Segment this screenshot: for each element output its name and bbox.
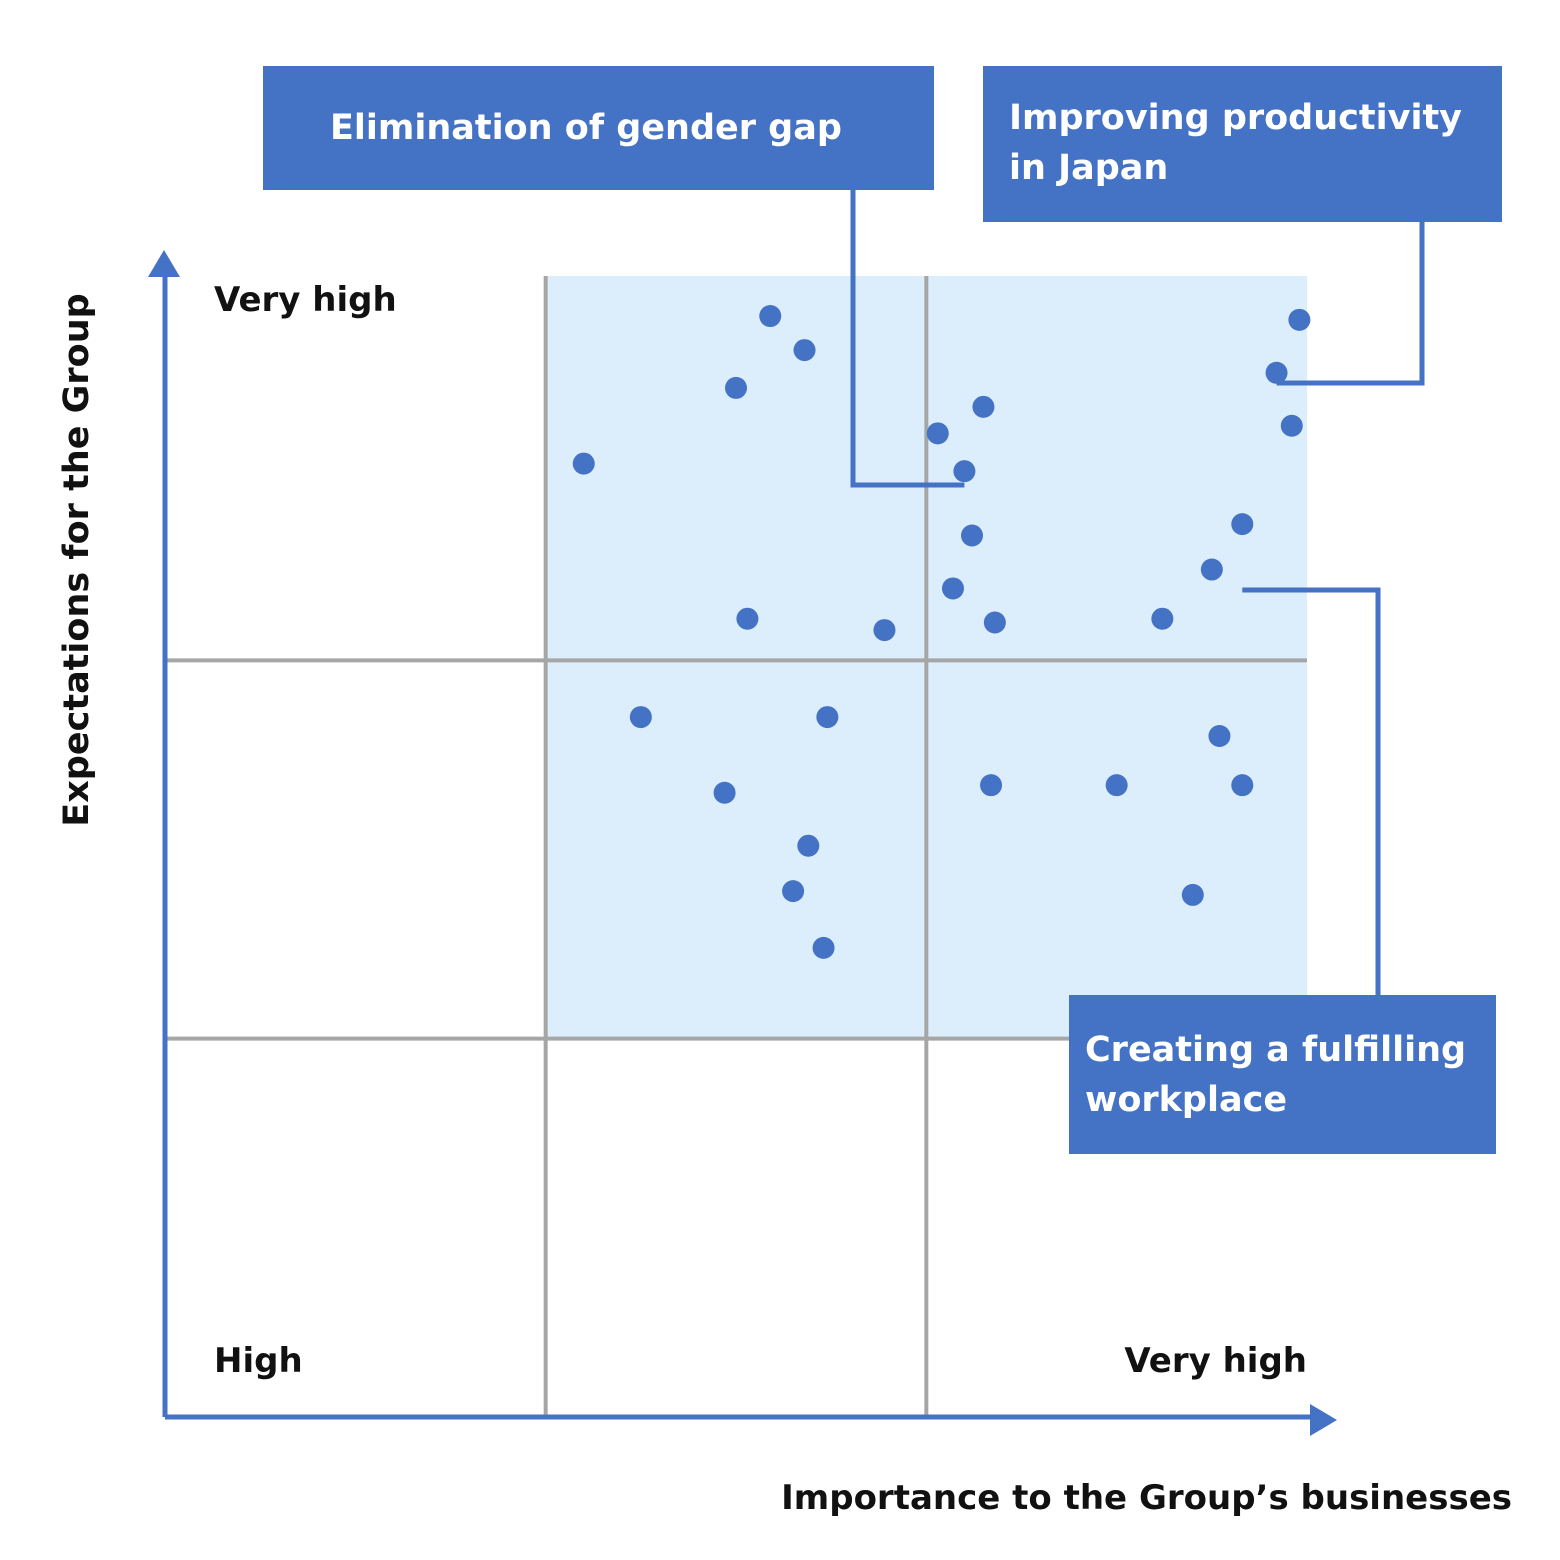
- data-point: [983, 611, 1006, 634]
- data-point: [759, 305, 782, 328]
- y-axis-title: Expectations for the Group: [57, 293, 97, 826]
- data-point: [736, 607, 759, 630]
- callout-leader-line: [1276, 222, 1425, 386]
- data-point: [980, 774, 1003, 797]
- callout-label: Improving productivity: [1009, 98, 1462, 138]
- data-point: [1200, 558, 1223, 581]
- x-axis-title: Importance to the Group’s businesses: [781, 1478, 1512, 1518]
- callout-leader-line: [1242, 587, 1381, 995]
- data-point: [572, 452, 595, 475]
- data-point: [941, 577, 964, 600]
- data-point: [1105, 774, 1128, 797]
- data-point: [961, 524, 984, 547]
- y-axis-arrow-icon: [148, 250, 180, 277]
- data-point: [972, 395, 995, 418]
- data-point: [953, 460, 976, 483]
- data-point: [1231, 774, 1254, 797]
- data-point: [1151, 607, 1174, 630]
- data-point: [873, 619, 896, 642]
- data-point: [725, 376, 747, 399]
- data-point: [1288, 308, 1311, 331]
- data-point: [816, 706, 839, 729]
- data-point: [797, 834, 820, 857]
- callout-label: Elimination of gender gap: [330, 108, 842, 148]
- data-point: [782, 880, 805, 903]
- callout-box: [263, 66, 934, 190]
- callout-label: in Japan: [1009, 148, 1168, 188]
- data-point: [793, 339, 816, 362]
- y-tick-label-very-high: Very high: [214, 280, 397, 320]
- data-point: [926, 422, 949, 445]
- callout-label: Creating a fulfilling: [1085, 1030, 1466, 1070]
- callout-box: [1069, 995, 1496, 1154]
- x-tick-label-very-high: Very high: [1124, 1341, 1307, 1381]
- data-point: [1208, 725, 1231, 747]
- callout-label: workplace: [1085, 1080, 1287, 1120]
- data-point: [1265, 361, 1288, 384]
- data-point: [1280, 414, 1303, 437]
- data-point: [1231, 513, 1254, 536]
- data-point: [629, 706, 652, 729]
- data-point: [1181, 883, 1204, 906]
- data-point: [812, 936, 835, 959]
- data-point: [713, 781, 736, 804]
- x-tick-label-high: High: [214, 1341, 303, 1381]
- callout-leader-line: [850, 190, 965, 488]
- x-axis-arrow-icon: [1310, 1404, 1337, 1436]
- callout-box: [983, 66, 1502, 222]
